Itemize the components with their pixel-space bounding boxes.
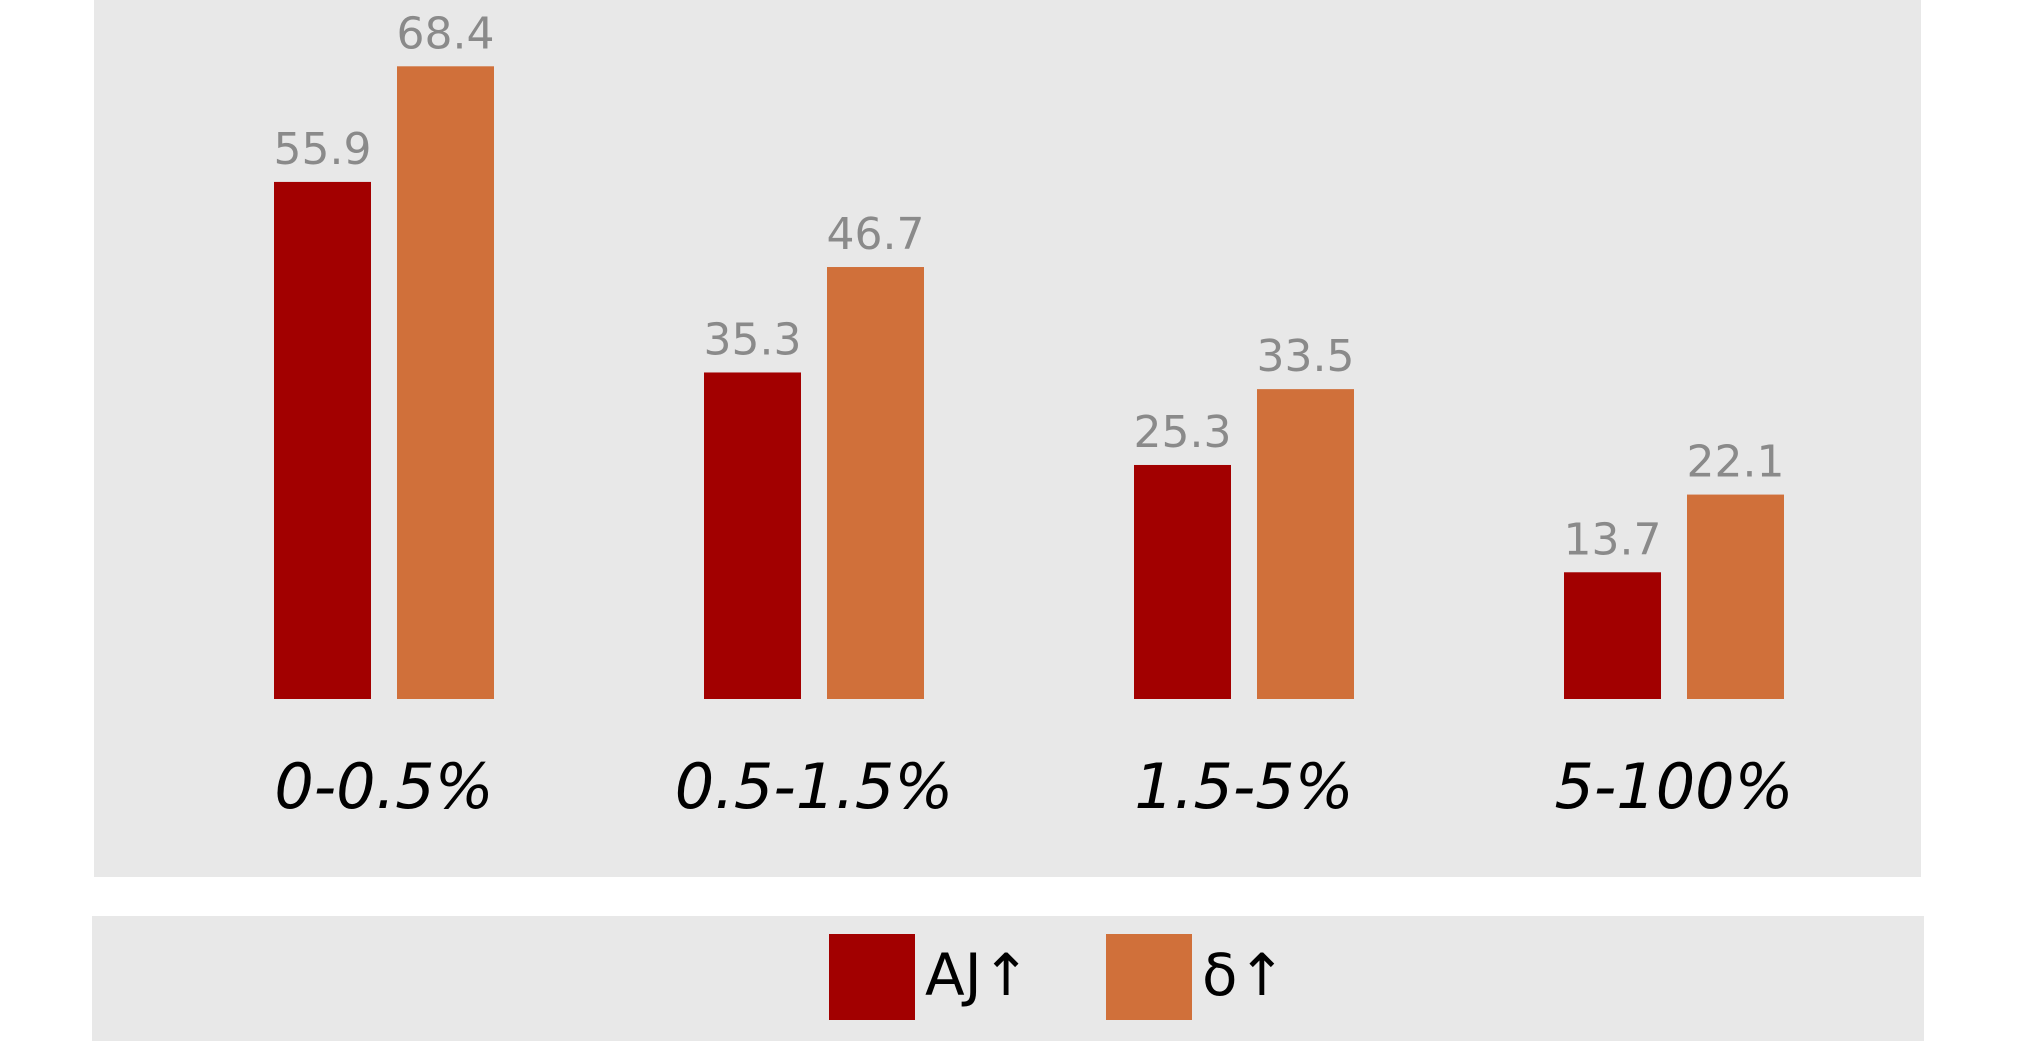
- legend: AJ↑ δ↑: [829, 934, 1286, 1020]
- value-label: 33.5: [1257, 331, 1355, 382]
- legend-label: δ↑: [1202, 941, 1286, 1009]
- legend-label: AJ↑: [925, 941, 1030, 1009]
- value-label: 22.1: [1687, 437, 1785, 488]
- value-label: 68.4: [397, 8, 495, 59]
- value-label: 55.9: [274, 124, 372, 175]
- plot: 55.9 68.4 0-0.5% 35.3 46.7 0.5-1.5% 25.3 33.5 1.…: [274, 8, 1794, 823]
- legend-swatch: [829, 934, 915, 1020]
- bar: [1564, 572, 1661, 699]
- value-label: 25.3: [1134, 407, 1232, 458]
- x-tick-label: 1.5-5%: [1134, 750, 1353, 823]
- bar: [1134, 464, 1231, 699]
- x-tick-label: 0.5-1.5%: [675, 750, 954, 823]
- value-label: 35.3: [704, 314, 802, 365]
- x-tick-label: 0-0.5%: [274, 750, 493, 823]
- legend-panel: [92, 916, 1924, 1041]
- bar: [1257, 389, 1354, 699]
- bar: [397, 66, 494, 700]
- bar: [827, 267, 924, 699]
- legend-swatch: [1106, 934, 1192, 1020]
- value-label: 13.7: [1564, 514, 1662, 565]
- x-tick-label: 5-100%: [1554, 750, 1793, 823]
- bar: [274, 181, 371, 700]
- bar: [1687, 494, 1784, 699]
- bar: [704, 372, 801, 699]
- value-label: 46.7: [827, 209, 925, 260]
